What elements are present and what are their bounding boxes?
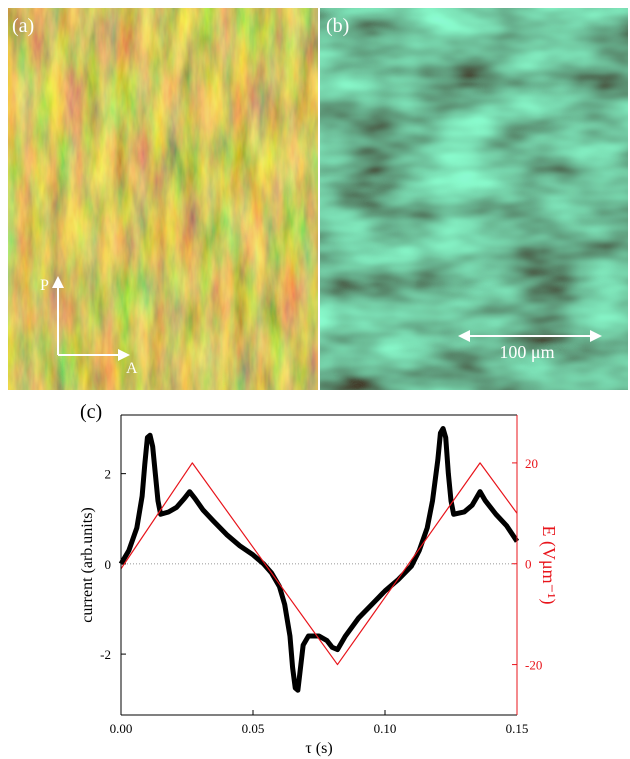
panel-label: (a) <box>12 15 34 37</box>
x-axis-label: τ (s) <box>305 740 332 757</box>
panel-label: (b) <box>326 15 349 37</box>
x-tick-label: 0.10 <box>374 721 397 736</box>
x-tick-label: 0.00 <box>110 721 133 736</box>
series-line <box>121 429 517 691</box>
polarizer-label: P <box>40 277 49 294</box>
y2-tick-label: 20 <box>525 456 538 471</box>
y-axis-label: current (arb.units) <box>79 507 96 623</box>
panel-a: (a) P A <box>8 8 318 390</box>
page: {"panels": [{"label": "(a)"}, {"label": … <box>0 0 630 759</box>
analyzer-label: A <box>126 360 138 377</box>
panel-b: (b) 100 μm <box>320 8 628 390</box>
y-tick-label: -2 <box>100 647 111 662</box>
y2-axis-label: E (Vμm⁻¹) <box>538 525 559 604</box>
y-tick-label: 0 <box>105 557 112 572</box>
figure: (a) P A (b) 100 μm (c) 0.00 0.05 0.10 0.15 -… <box>0 0 630 759</box>
y2-tick-label: -20 <box>525 658 542 673</box>
panel-label: (c) <box>80 401 102 423</box>
y-tick-label: 2 <box>105 467 112 482</box>
x-tick-label: 0.05 <box>242 721 265 736</box>
scale-bar-label: 100 μm <box>499 342 554 362</box>
x-tick-label: 0.15 <box>506 721 529 736</box>
y2-tick-label: 0 <box>525 557 532 572</box>
